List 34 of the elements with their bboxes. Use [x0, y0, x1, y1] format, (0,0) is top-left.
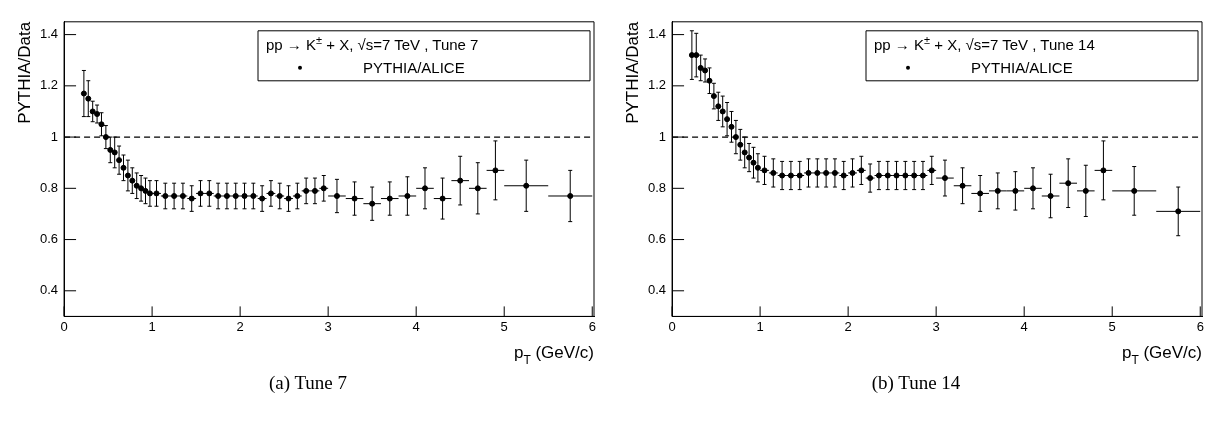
x-tick-label: 5: [1108, 318, 1116, 334]
x-tick-label: 6: [588, 318, 596, 334]
y-tick-label: 1: [658, 128, 667, 144]
x-tick-label: 1: [756, 318, 764, 334]
y-tick-label: 1.4: [647, 26, 667, 42]
y-tick-label: 0.6: [39, 231, 59, 247]
x-tick-label: 4: [1020, 318, 1028, 334]
legend-title: pp → K± + X, √s=7 TeV , Tune 14: [874, 33, 1095, 53]
y-tick-label: 0.8: [647, 179, 667, 195]
text: PYTHIA/ALICE: [363, 58, 465, 76]
y-tick-label: 0.4: [39, 282, 59, 298]
text: PYTHIA/ALICE: [971, 58, 1073, 76]
x-tick-label: 2: [236, 318, 244, 334]
y-tick-label: 0.8: [39, 179, 59, 195]
x-tick-label: 2: [844, 318, 852, 334]
x-tick-label: 0: [60, 318, 68, 334]
y-tick-label: 0.4: [647, 282, 667, 298]
text: (a) Tune 7: [267, 372, 349, 394]
x-tick-label: 5: [500, 318, 508, 334]
x-tick-label: 4: [412, 318, 420, 334]
legend-title: pp → K± + X, √s=7 TeV , Tune 7: [266, 33, 479, 53]
y-tick-label: 1.2: [39, 77, 59, 93]
y-tick-label: 1: [50, 128, 59, 144]
y-axis-title: PYTHIA/Data: [623, 21, 642, 124]
y-tick-label: 1.2: [647, 77, 667, 93]
x-tick-label: 0: [668, 318, 676, 334]
y-tick-label: 0.6: [647, 231, 667, 247]
text: (b) Tune 14: [870, 372, 962, 394]
y-axis-title: PYTHIA/Data: [15, 21, 34, 124]
y-tick-label: 1.4: [39, 26, 59, 42]
x-tick-label: 3: [324, 318, 332, 334]
x-tick-label: 6: [1196, 318, 1204, 334]
x-tick-label: 1: [148, 318, 156, 334]
x-tick-label: 3: [932, 318, 940, 334]
